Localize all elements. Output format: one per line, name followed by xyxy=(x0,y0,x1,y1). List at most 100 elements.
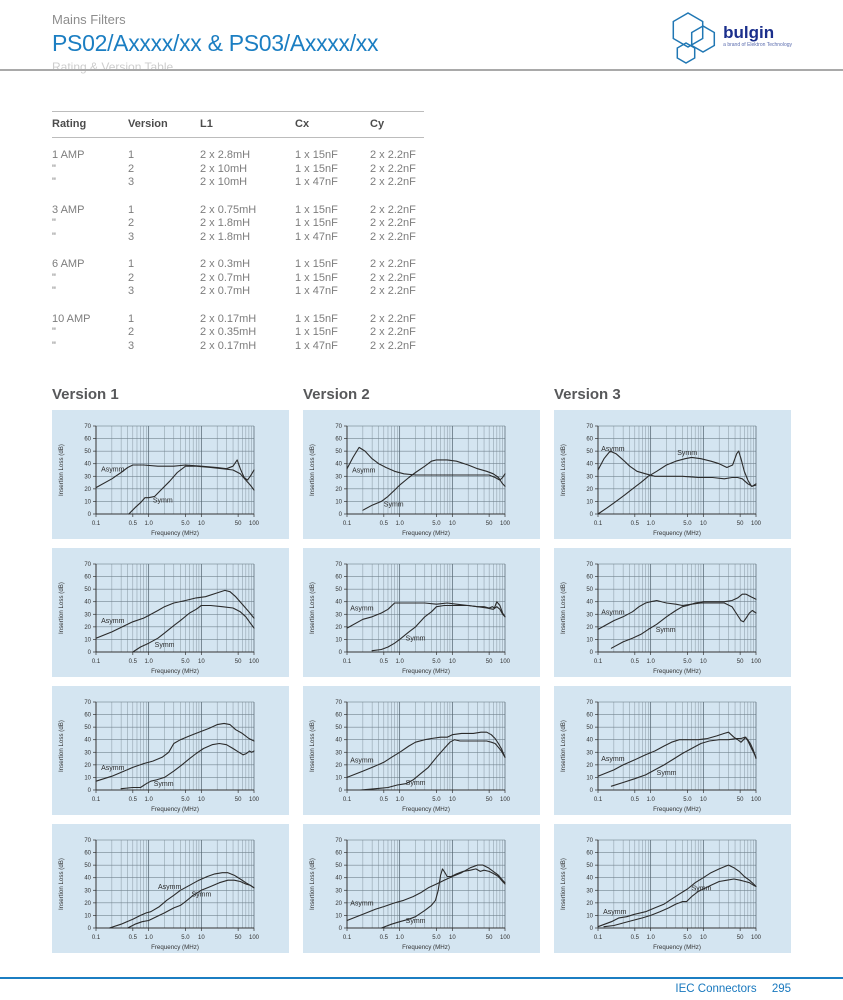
svg-text:0.5: 0.5 xyxy=(380,521,389,527)
table-cell: 2 x 10mH xyxy=(200,176,248,188)
svg-text:1.0: 1.0 xyxy=(646,521,655,527)
column-header: L1 xyxy=(200,118,213,130)
svg-text:60: 60 xyxy=(84,713,91,719)
svg-text:0.5: 0.5 xyxy=(631,521,640,527)
curve-symm xyxy=(603,878,757,928)
curve-label-symm: Symm xyxy=(191,892,211,899)
curve-asymm xyxy=(597,450,757,487)
group-spacer xyxy=(52,299,424,313)
svg-text:5.0: 5.0 xyxy=(181,935,190,941)
table-cell: 2 xyxy=(128,326,135,338)
group-spacer xyxy=(52,244,424,258)
svg-text:10: 10 xyxy=(700,521,707,527)
svg-text:Insertion Loss (dB): Insertion Loss (dB) xyxy=(560,858,567,910)
insertion-loss-chart: 0 10 20 30 40 50 60 70 0.1 0.5 1.0 5.0 10 50 100 Insert… xyxy=(58,424,260,537)
svg-text:0.1: 0.1 xyxy=(92,521,101,527)
curve-label-symm: Symm xyxy=(406,780,426,787)
table-cell: 2 x 0.7mH xyxy=(200,285,251,297)
svg-text:50: 50 xyxy=(737,521,744,527)
curve-label-symm: Symm xyxy=(656,627,676,634)
svg-text:100: 100 xyxy=(249,659,260,665)
table-cell: 2 x 2.2nF xyxy=(370,326,416,338)
column-header: Cx xyxy=(295,118,310,130)
svg-text:70: 70 xyxy=(586,562,593,568)
svg-text:40: 40 xyxy=(335,600,342,606)
svg-text:30: 30 xyxy=(335,750,342,756)
table-cell: 1 xyxy=(128,312,135,325)
svg-text:0.5: 0.5 xyxy=(380,935,389,941)
curve-label-symm: Symm xyxy=(406,636,426,643)
svg-text:70: 70 xyxy=(84,700,91,706)
svg-text:0.5: 0.5 xyxy=(631,659,640,665)
svg-text:10: 10 xyxy=(586,637,593,643)
svg-text:0: 0 xyxy=(590,788,594,794)
svg-text:40: 40 xyxy=(586,600,593,606)
svg-text:0.1: 0.1 xyxy=(343,521,352,527)
svg-text:50: 50 xyxy=(486,797,493,803)
svg-text:0: 0 xyxy=(88,926,92,932)
footer-section-label: IEC Connectors xyxy=(675,983,757,995)
table-cell: " xyxy=(52,217,56,229)
svg-text:60: 60 xyxy=(586,851,593,857)
footer-divider xyxy=(0,977,843,979)
svg-text:10: 10 xyxy=(84,775,91,781)
svg-text:100: 100 xyxy=(249,521,260,527)
svg-text:60: 60 xyxy=(84,851,91,857)
svg-text:10: 10 xyxy=(335,775,342,781)
table-cell: 2 x 2.2nF xyxy=(370,217,416,229)
svg-text:0.5: 0.5 xyxy=(129,659,138,665)
svg-text:50: 50 xyxy=(84,725,91,731)
svg-text:60: 60 xyxy=(586,437,593,443)
insertion-loss-chart: 0 10 20 30 40 50 60 70 0.1 0.5 1.0 5.0 10 50 100 Insert… xyxy=(58,838,260,951)
svg-text:30: 30 xyxy=(586,612,593,618)
svg-text:50: 50 xyxy=(335,587,342,593)
table-cell: " xyxy=(52,339,56,352)
table-cell: 2 x 2.2nF xyxy=(370,176,416,188)
table-cell: 1 AMP xyxy=(52,149,85,161)
table-cell: 2 x 0.17mH xyxy=(200,312,257,325)
table-cell: 1 x 47nF xyxy=(295,339,338,352)
svg-text:40: 40 xyxy=(586,876,593,882)
table-row: 6 AMP 1 2 x 0.3mH 1 x 15nF 2 x 2.2nF xyxy=(52,258,424,272)
svg-text:20: 20 xyxy=(586,763,593,769)
table-cell: 2 xyxy=(128,162,135,175)
svg-text:30: 30 xyxy=(586,474,593,480)
table-cell: 2 x 2.2nF xyxy=(370,230,416,243)
rating-version-table: Rating Version L1 Cx Cy 1 AMP 1 2 x 2.8mH 1 x 1… xyxy=(52,111,424,353)
chart-panel-version-1-row-1: 0 10 20 30 40 50 60 70 0.1 0.5 1.0 5.0 10 50 100 Insert… xyxy=(52,410,289,539)
table-cell: 1 x 15nF xyxy=(295,258,338,270)
table-cell: 2 x 0.35mH xyxy=(200,326,257,338)
svg-text:0.1: 0.1 xyxy=(343,659,352,665)
svg-text:20: 20 xyxy=(335,901,342,907)
chart-panel-version-1-row-2: 0 10 20 30 40 50 60 70 0.1 0.5 1.0 5.0 10 50 100 Insert… xyxy=(52,548,289,677)
svg-text:70: 70 xyxy=(586,424,593,430)
curve-symm xyxy=(128,465,255,515)
svg-text:0.1: 0.1 xyxy=(594,797,603,803)
svg-text:1.0: 1.0 xyxy=(395,797,404,803)
svg-text:20: 20 xyxy=(84,625,91,631)
table-cell: 1 xyxy=(128,258,135,270)
svg-text:Frequency (MHz): Frequency (MHz) xyxy=(653,530,701,537)
column-header: Version xyxy=(128,118,168,130)
svg-text:50: 50 xyxy=(586,725,593,731)
curve-symm xyxy=(610,736,757,787)
table-cell: 2 xyxy=(128,217,135,229)
insertion-loss-chart: 0 10 20 30 40 50 60 70 0.1 0.5 1.0 5.0 10 50 100 Insert… xyxy=(309,838,511,951)
category-label: Mains Filters xyxy=(52,12,126,27)
svg-text:30: 30 xyxy=(586,750,593,756)
table-cell: 2 x 0.75mH xyxy=(200,203,257,216)
svg-text:0.5: 0.5 xyxy=(380,659,389,665)
curve-label-asymm: Asymm xyxy=(601,609,625,616)
table-cell: " xyxy=(52,285,56,297)
svg-text:0: 0 xyxy=(590,512,594,518)
svg-text:1.0: 1.0 xyxy=(646,659,655,665)
curve-asymm xyxy=(346,864,506,922)
svg-text:40: 40 xyxy=(84,876,91,882)
svg-text:0: 0 xyxy=(339,512,343,518)
svg-text:50: 50 xyxy=(235,935,242,941)
svg-text:Frequency (MHz): Frequency (MHz) xyxy=(151,668,199,675)
svg-text:50: 50 xyxy=(84,587,91,593)
svg-text:Frequency (MHz): Frequency (MHz) xyxy=(402,530,450,537)
table-cell: 2 x 2.2nF xyxy=(370,339,416,352)
